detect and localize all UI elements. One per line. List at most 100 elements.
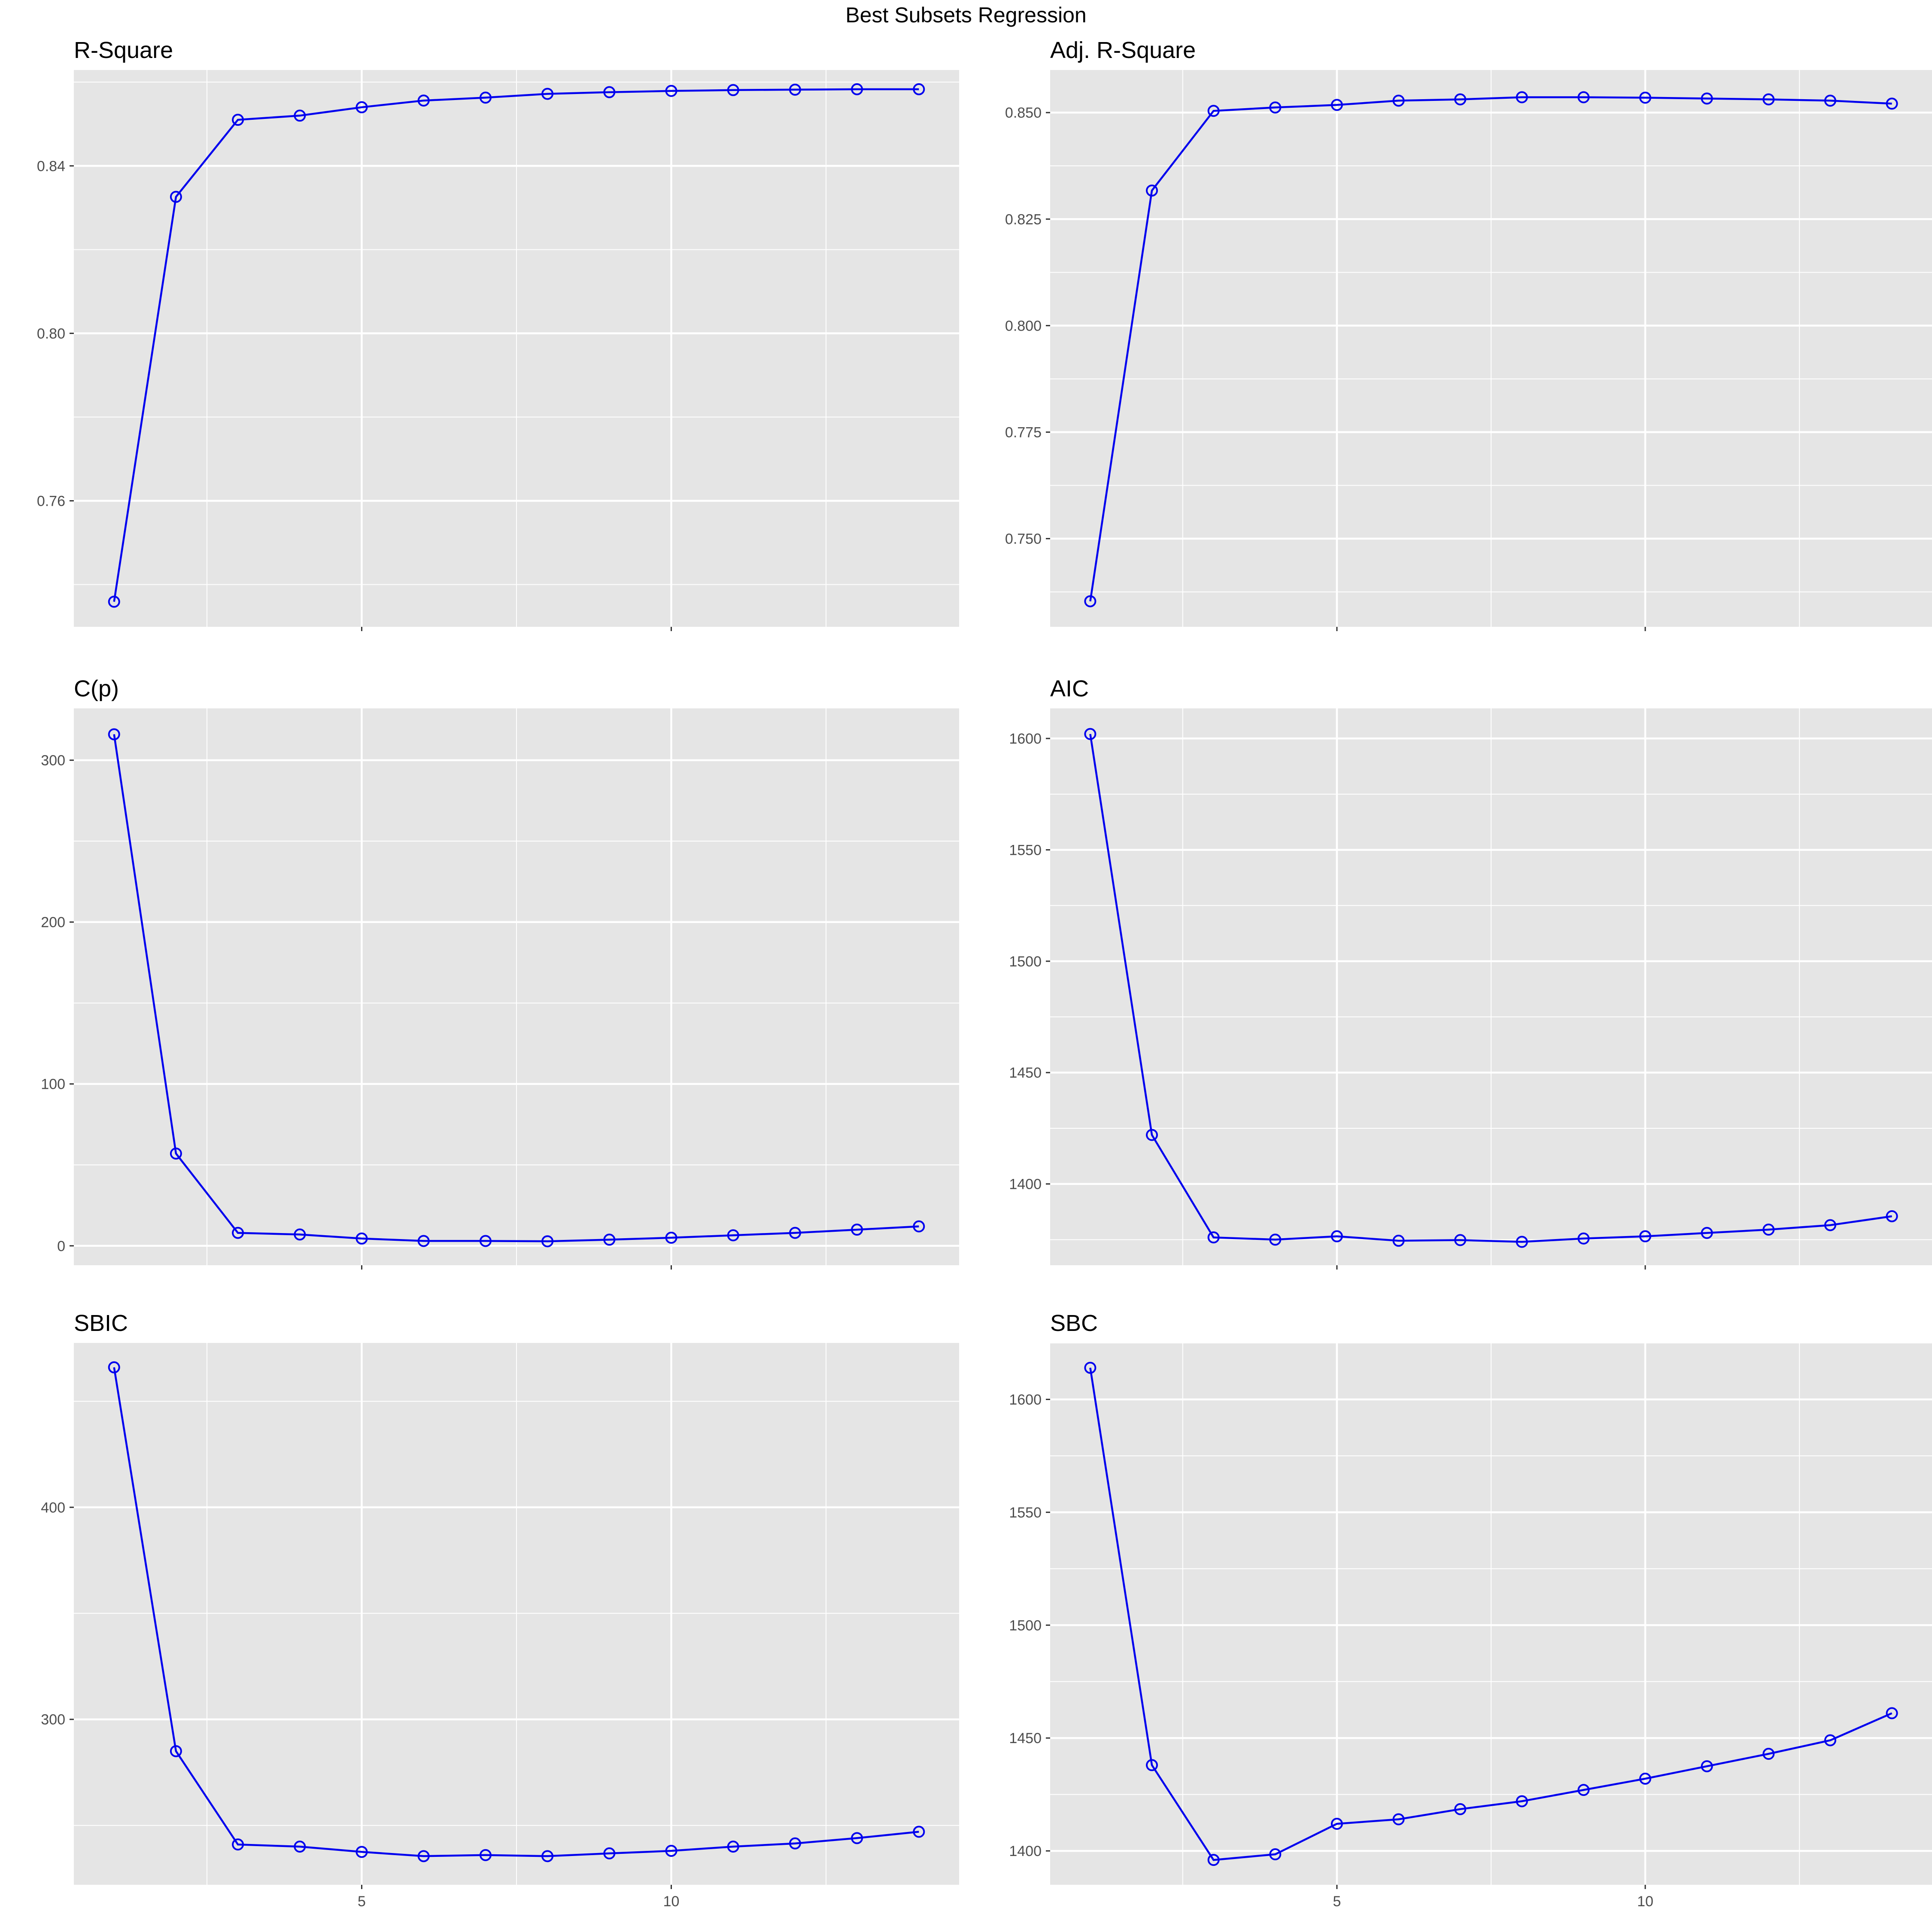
panel-title: C(p) [74, 676, 119, 702]
data-point [1146, 1129, 1158, 1141]
series-line [1089, 734, 1892, 1243]
panel-0: 0.76 0.80 0.84 R-Square [37, 37, 959, 631]
data-point [1454, 1803, 1467, 1815]
data-point [1701, 1760, 1713, 1772]
data-point [232, 1838, 244, 1851]
data-point [1762, 1223, 1775, 1236]
series-line [113, 1367, 919, 1857]
data-point [851, 83, 863, 95]
y-tick-label: 1500 [1009, 1617, 1042, 1634]
panel-5: 1400 1450 1500 1550 1600 5 10 SBC [1009, 1310, 1932, 1910]
y-tick-label: 0.850 [1005, 105, 1042, 121]
data-point [1146, 1759, 1158, 1771]
data-point [1639, 1230, 1652, 1242]
data-point [232, 1227, 244, 1239]
data-point [851, 1224, 863, 1236]
data-point [1762, 1748, 1775, 1760]
data-point [1392, 1813, 1405, 1826]
data-point [1392, 1234, 1405, 1247]
y-tick-label: 0.800 [1005, 318, 1042, 334]
data-point [417, 94, 430, 107]
data-point [479, 91, 492, 104]
data-point [355, 1846, 368, 1858]
data-point [1269, 1848, 1282, 1861]
data-point [1084, 595, 1097, 608]
y-tick-label: 1400 [1009, 1176, 1042, 1193]
data-point [603, 86, 616, 98]
data-point [355, 1232, 368, 1245]
y-tick-label: 1400 [1009, 1843, 1042, 1859]
y-tick-label: 0.84 [37, 158, 65, 174]
series-line [1089, 96, 1892, 601]
series-line [113, 88, 919, 602]
data-point [541, 88, 554, 100]
data-point [913, 83, 925, 95]
data-point [294, 1841, 306, 1853]
data-point [108, 595, 120, 608]
data-point [1392, 94, 1405, 107]
data-point [1269, 1233, 1282, 1246]
data-point [727, 1229, 739, 1242]
x-tick-label: 10 [1637, 1893, 1653, 1910]
panel-2: 0 100 200 300 C(p) [41, 676, 959, 1270]
y-tick-label: 0.80 [37, 325, 65, 342]
y-tick-label: 1500 [1009, 954, 1042, 970]
data-point [1886, 97, 1898, 110]
panel-title: R-Square [74, 37, 173, 63]
data-point [789, 1837, 801, 1850]
data-point [1331, 1230, 1343, 1242]
y-tick-label: 0.750 [1005, 531, 1042, 547]
panel-title: Adj. R-Square [1050, 37, 1196, 63]
data-point [1207, 105, 1220, 117]
y-tick-label: 1550 [1009, 1504, 1042, 1521]
data-point [727, 84, 739, 96]
y-tick-label: 1600 [1009, 1391, 1042, 1408]
x-tick-label: 5 [358, 1893, 366, 1910]
data-point [108, 1361, 120, 1373]
data-point [665, 85, 677, 97]
data-point [355, 101, 368, 113]
data-point [1084, 728, 1097, 740]
data-point [417, 1850, 430, 1862]
panel-3: 1400 1450 1500 1550 1600 AIC [1009, 676, 1932, 1270]
data-point [1577, 1232, 1590, 1245]
y-tick-label: 0.76 [37, 493, 65, 509]
data-point [541, 1235, 554, 1248]
y-tick-label: 300 [41, 1712, 65, 1728]
data-point [1146, 184, 1158, 197]
data-point [727, 1841, 739, 1853]
data-point [1639, 1772, 1652, 1785]
data-point [1701, 1227, 1713, 1239]
data-point [665, 1231, 677, 1244]
series-line [113, 734, 919, 1242]
data-point [1084, 1361, 1097, 1374]
data-point [1331, 99, 1343, 111]
data-point [1207, 1854, 1220, 1866]
data-point [479, 1849, 492, 1861]
data-point [1824, 94, 1836, 107]
data-point [913, 1826, 925, 1838]
data-point [1454, 93, 1467, 106]
data-point [1824, 1219, 1836, 1231]
data-point [1207, 1231, 1220, 1244]
figure-title: Best Subsets Regression [845, 3, 1087, 27]
data-point [479, 1235, 492, 1247]
data-point [108, 728, 120, 741]
data-point [665, 1844, 677, 1857]
data-point [541, 1850, 554, 1862]
data-point [294, 109, 306, 122]
data-point [1886, 1210, 1898, 1222]
data-point [851, 1832, 863, 1844]
data-point [789, 1227, 801, 1239]
data-point [1516, 1236, 1528, 1248]
x-tick-label: 5 [1333, 1893, 1341, 1910]
y-tick-label: 100 [41, 1076, 65, 1093]
data-point [1331, 1818, 1343, 1830]
y-tick-label: 300 [41, 753, 65, 769]
data-point [1701, 92, 1713, 105]
data-point [1824, 1734, 1836, 1747]
data-point [1639, 91, 1652, 104]
y-tick-label: 0.825 [1005, 211, 1042, 228]
y-tick-label: 1600 [1009, 731, 1042, 747]
